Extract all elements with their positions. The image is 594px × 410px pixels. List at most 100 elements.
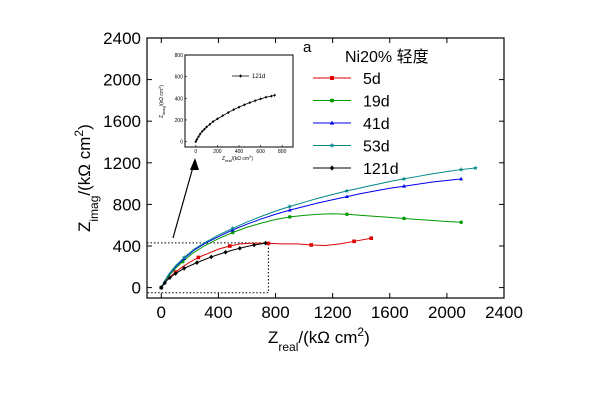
data-point-41d [402,184,407,188]
x-tick-label: 400 [204,303,232,322]
y-axis-label: Zimag/(kΩ cm2) [72,124,101,232]
legend-item-41d: 41d [313,116,390,133]
x-axis-label-unit: /(kΩ cm [298,328,357,347]
data-point-121d [195,260,199,265]
data-point-121d [159,285,164,290]
data-point-19d [288,215,292,219]
inset-data-point [226,111,230,115]
data-point-19d [459,220,463,225]
data-point-121d [237,245,242,251]
inset-data-point [264,95,268,99]
inset-data-point [195,137,199,141]
series-line-53d [160,167,476,288]
legend-item-53d: 53d [313,139,390,156]
inset-x-axis-ticks: 0 200 400 600 800 [194,145,287,155]
data-point-53d [181,254,187,260]
y-tick-label: 1200 [103,154,141,173]
legend-label: 19d [363,94,390,111]
data-point-5d [266,241,271,246]
zoom-region-box [146,242,269,294]
inset-x-axis-label: Zreal/(kΩ cm2) [222,154,253,163]
inset-series-group [194,93,276,144]
data-point-5d [228,244,232,248]
data-point-19d [230,230,235,235]
inset-data-point [270,94,273,98]
inset-data-point [205,125,208,129]
x-tick-label: 1600 [371,303,409,322]
series-19d [159,212,463,290]
inset-y-axis-label-close: ) [159,85,165,87]
series-line-5d [160,237,372,288]
inset-y-tick-label: 400 [175,96,184,102]
y-axis-label-main: Z [75,222,94,232]
data-point-53d [458,167,464,172]
inset-data-point [221,114,225,118]
data-point-121d [182,266,187,271]
main-series-group [158,165,478,290]
legend-marker [329,165,335,171]
series-41d [159,176,464,290]
data-point-5d [196,255,201,260]
legend-item-121d: 121d [313,161,399,178]
legend-marker [329,142,335,148]
inset-data-point [194,140,198,144]
zoom-arrow-line [172,159,196,239]
zoom-region-rect [146,242,269,294]
data-point-41d [230,227,235,232]
data-point-53d [401,176,407,181]
y-tick-label: 0 [132,279,141,298]
y-axis-label-close: ) [75,124,94,130]
inset-data-point [203,127,206,131]
x-axis-label-main: Z [268,328,278,347]
inset-data-point [197,135,200,139]
main-plot-frame [146,37,505,299]
data-point-5d [352,239,356,244]
data-point-53d [287,203,293,209]
inset-data-point [248,101,252,105]
inset-y-axis-label: Zimag/(kΩ cm2) [157,85,166,118]
inset-legend-marker [239,74,242,78]
inset-x-axis-label-subscript: real [225,158,232,163]
data-point-53d [344,188,350,193]
x-axis-label: Zreal/(kΩ cm2) [268,325,370,354]
legend-item-5d: 5d [313,71,381,88]
x-tick-label: 2000 [428,303,466,322]
x-tick-label: 1200 [314,303,352,322]
inset-data-point [198,132,202,136]
data-point-19d [345,212,349,217]
inset-x-axis-label-close: ) [251,156,253,162]
data-point-121d [252,242,257,248]
legend-marker [330,76,334,80]
inset-data-point [216,117,219,121]
data-point-121d [223,249,228,255]
x-tick-label: 2400 [485,303,523,322]
x-axis-label-superscript: 2 [357,325,364,339]
inset-x-axis-label-unit: /(kΩ cm [232,156,249,162]
inset-y-axis-ticks: 0 200 400 600 800 [175,53,187,146]
inset-y-axis-label-main: Z [159,115,165,118]
data-point-121d [209,254,214,260]
inset-data-point [259,97,262,101]
legend-label: 121d [363,161,399,178]
data-point-41d [459,176,464,181]
data-point-121d [173,271,178,276]
y-tick-label: 800 [113,195,141,214]
data-point-121d [167,275,172,281]
y-tick-label: 2400 [103,29,141,48]
data-point-5d [369,236,373,240]
data-point-121d [162,280,167,286]
inset-data-point [253,99,257,103]
data-point-5d [309,243,314,247]
data-point-53d [230,225,236,231]
inset-x-tick-label: 600 [256,149,265,155]
inset-data-point [243,103,246,107]
y-tick-label: 400 [113,237,141,256]
legend-label: 53d [363,139,390,156]
x-axis-ticks: 0 400 800 1200 1600 2000 2400 [157,38,523,322]
data-point-121d [263,240,268,246]
legend: 5d 19d 41d 53d 121d [313,71,399,178]
inset-data-point [237,105,241,109]
